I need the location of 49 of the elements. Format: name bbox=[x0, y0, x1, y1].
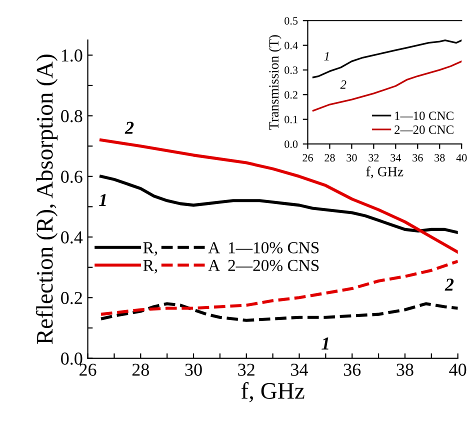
y-tick-label: 0.0 bbox=[61, 352, 82, 365]
x-tick-label: 40 bbox=[449, 364, 466, 376]
y-tick-label: 0.3 bbox=[284, 66, 298, 74]
y-axis-title: Reflection (R), Absorption (A) bbox=[36, 54, 58, 344]
y-tick-label: 0.2 bbox=[61, 292, 82, 304]
x-tick-label: 38 bbox=[434, 154, 445, 162]
annotation: 1 bbox=[322, 338, 328, 350]
legend-label: A 1—10% CNS bbox=[208, 242, 319, 254]
x-tick-label: 30 bbox=[346, 154, 357, 162]
line-series bbox=[99, 260, 458, 316]
line-series bbox=[312, 40, 462, 78]
x-tick-label: 40 bbox=[456, 154, 467, 162]
x-tick-label: 38 bbox=[396, 364, 414, 376]
legend-label: 2—20 CNC bbox=[394, 126, 454, 134]
x-tick-label: 32 bbox=[368, 154, 379, 162]
x-axis-title: f, GHz bbox=[241, 382, 304, 402]
y-axis-title: Transmission (T) bbox=[268, 35, 282, 130]
x-tick-label: 28 bbox=[324, 154, 335, 162]
annotation: 2 bbox=[124, 122, 134, 134]
annotation: 1 bbox=[99, 194, 106, 206]
y-tick-label: 0.4 bbox=[284, 42, 298, 50]
x-tick-label: 32 bbox=[238, 364, 254, 376]
annotation: 2 bbox=[340, 80, 346, 89]
x-tick-label: 36 bbox=[412, 154, 423, 162]
legend-label: 1—10 CNC bbox=[395, 112, 454, 120]
line-series bbox=[99, 302, 458, 322]
y-tick-label: 0.8 bbox=[61, 110, 82, 122]
y-tick-label: 0.4 bbox=[61, 231, 83, 244]
annotation: 1 bbox=[324, 52, 329, 60]
line-series bbox=[312, 60, 462, 112]
x-tick-label: 36 bbox=[344, 364, 361, 376]
y-tick-label: 0.2 bbox=[284, 91, 298, 99]
line-series bbox=[99, 138, 458, 254]
x-tick-label: 28 bbox=[132, 364, 149, 376]
x-tick-label: 30 bbox=[185, 364, 202, 376]
x-tick-label: 34 bbox=[390, 154, 402, 162]
y-tick-label: 1.0 bbox=[62, 49, 82, 62]
x-tick-label: 34 bbox=[291, 364, 308, 376]
x-axis-title: f, GHz bbox=[366, 166, 404, 178]
y-tick-label: 0.0 bbox=[284, 140, 298, 148]
x-tick-label: 26 bbox=[80, 364, 96, 376]
legend-label: R, bbox=[143, 242, 158, 256]
y-tick-label: 0.6 bbox=[61, 170, 82, 183]
legend-label: A 2—20% CNS bbox=[208, 260, 319, 272]
y-tick-label: 0.1 bbox=[284, 116, 298, 124]
x-tick-label: 26 bbox=[302, 154, 313, 162]
annotation: 2 bbox=[444, 278, 454, 291]
legend-label: R, bbox=[143, 260, 158, 274]
y-tick-label: 0.5 bbox=[284, 17, 298, 25]
